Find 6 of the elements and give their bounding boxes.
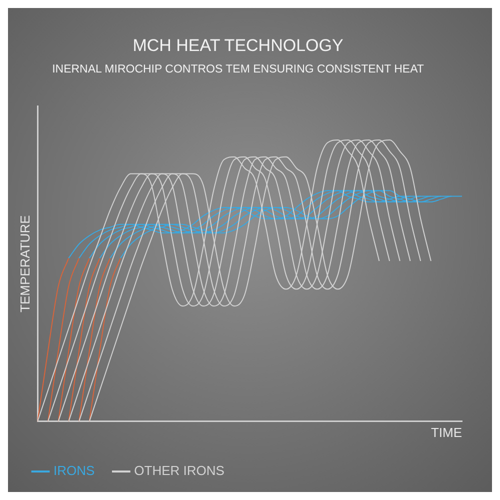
legend-label: OTHER IRONS bbox=[134, 463, 225, 478]
chart-title: MCH HEAT TECHNOLOGY bbox=[132, 36, 344, 55]
x-axis-title: TIME bbox=[430, 424, 462, 440]
y-axis-title: TEMPERATURE bbox=[17, 214, 32, 312]
chart-subtitle: INERNAL MIROCHIP CONTROS TEM ENSURING CONSISTENT HEAT bbox=[52, 63, 424, 76]
legend-label: IRONS bbox=[54, 463, 95, 478]
